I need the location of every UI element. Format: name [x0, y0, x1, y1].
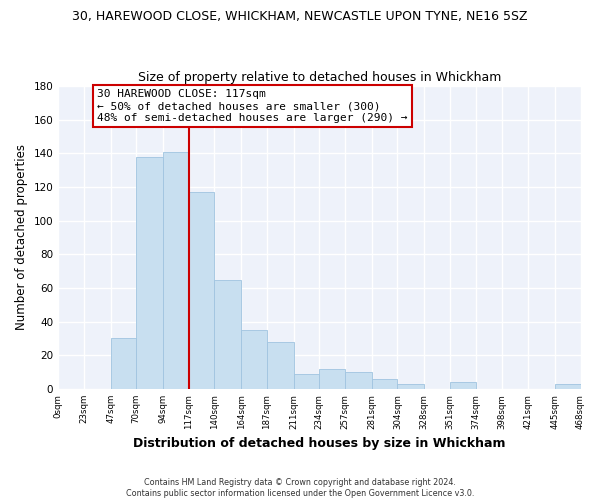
Text: 30, HAREWOOD CLOSE, WHICKHAM, NEWCASTLE UPON TYNE, NE16 5SZ: 30, HAREWOOD CLOSE, WHICKHAM, NEWCASTLE …	[72, 10, 528, 23]
Bar	[555, 384, 581, 389]
Text: Contains HM Land Registry data © Crown copyright and database right 2024.
Contai: Contains HM Land Registry data © Crown c…	[126, 478, 474, 498]
Title: Size of property relative to detached houses in Whickham: Size of property relative to detached ho…	[137, 70, 501, 84]
Bar	[163, 152, 189, 389]
Bar	[241, 330, 267, 389]
Bar	[110, 338, 136, 389]
Text: 30 HAREWOOD CLOSE: 117sqm
← 50% of detached houses are smaller (300)
48% of semi: 30 HAREWOOD CLOSE: 117sqm ← 50% of detac…	[97, 90, 408, 122]
Bar	[293, 374, 319, 389]
Bar	[372, 379, 397, 389]
Bar	[319, 368, 345, 389]
Bar	[189, 192, 214, 389]
Bar	[136, 156, 163, 389]
Y-axis label: Number of detached properties: Number of detached properties	[15, 144, 28, 330]
Bar	[267, 342, 293, 389]
Bar	[214, 280, 241, 389]
Bar	[450, 382, 476, 389]
Bar	[345, 372, 372, 389]
X-axis label: Distribution of detached houses by size in Whickham: Distribution of detached houses by size …	[133, 437, 506, 450]
Bar	[397, 384, 424, 389]
